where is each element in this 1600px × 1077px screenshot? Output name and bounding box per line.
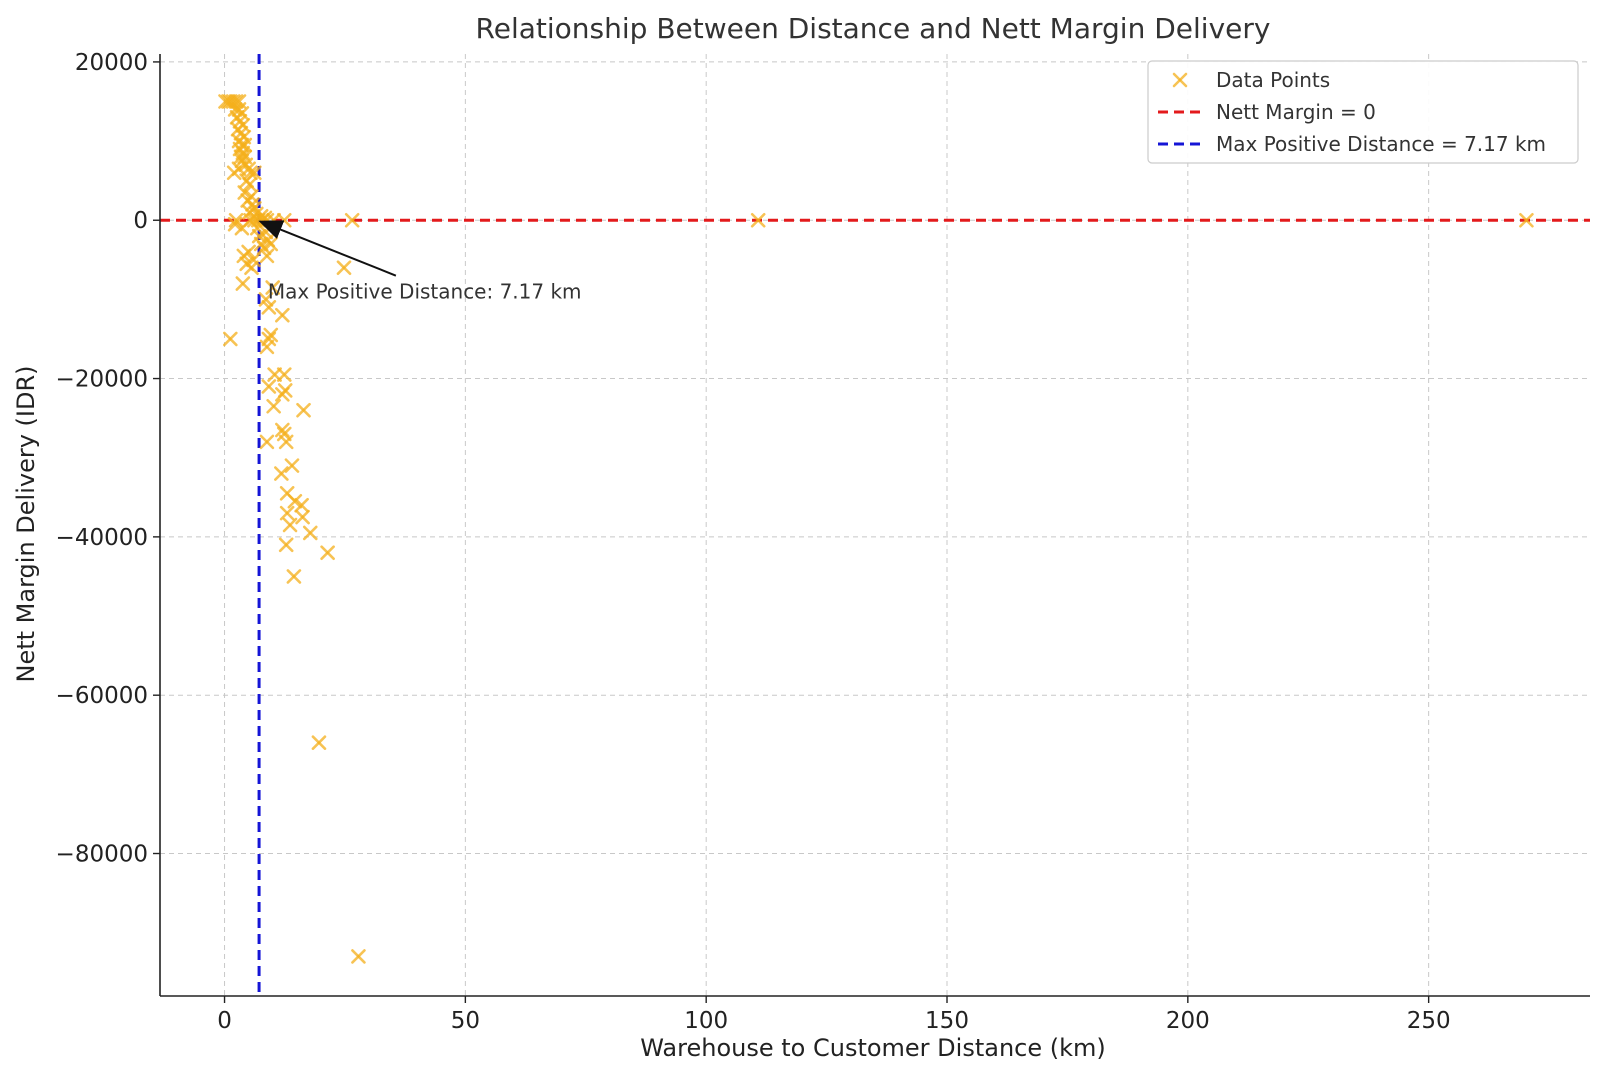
legend-box [1147,60,1579,164]
data-point-95 [302,525,318,541]
grid-lines [160,54,1590,996]
data-point-49 [750,212,766,228]
y-axis-label: Nett Margin Delivery (IDR) [12,366,40,683]
data-point-69 [258,292,274,307]
y-tick-label-0: 20000 [75,50,148,76]
x-tick-label-0: 0 [217,1008,232,1034]
data-point-93 [295,509,310,525]
data-point-34 [245,197,260,212]
data-point-82 [296,402,311,418]
reference-lines [160,54,1590,996]
data-point-91 [294,497,309,513]
y-tick-label-2: −20000 [56,367,148,393]
y-tick-label-4: −60000 [56,683,148,709]
data-point-20 [233,149,249,165]
data-point-27 [243,165,258,181]
data-point-61 [241,244,256,260]
data-point-83 [275,422,290,438]
legend-label-nett-margin: Nett Margin = 0 [1216,100,1376,124]
data-points [218,94,1534,964]
data-point-70 [261,300,277,315]
data-point-80 [275,387,290,402]
data-point-90 [287,493,303,509]
data-point-58 [256,240,272,256]
x-tick-label-3: 150 [925,1008,969,1034]
x-tick-label-2: 100 [684,1008,728,1034]
data-point-47 [228,212,244,228]
data-point-6 [227,102,243,117]
data-point-71 [275,307,290,323]
legend-marker-data-points [1172,72,1188,88]
data-point-3 [225,94,241,109]
annotation: Max Positive Distance: 7.17 km [258,220,582,303]
x-tick-label-4: 200 [1166,1008,1210,1034]
legend-label-data-points: Data Points [1216,68,1330,92]
data-point-99 [311,735,327,750]
data-point-31 [237,185,253,200]
annotation-arrow [258,220,397,277]
data-point-81 [266,398,281,414]
data-point-92 [279,505,295,521]
data-point-88 [274,466,289,481]
data-point-65 [244,260,259,276]
data-point-94 [282,517,298,533]
data-point-85 [259,434,275,450]
data-point-75 [259,339,275,355]
x-tick-label-1: 50 [451,1008,480,1034]
data-point-67 [235,276,251,291]
data-point-52 [234,220,250,236]
data-point-50 [1519,212,1534,228]
data-point-86 [278,434,294,450]
chart-title: Relationship Between Distance and Nett M… [476,12,1271,45]
data-point-74 [223,331,238,347]
data-point-100 [351,949,366,964]
data-point-78 [261,379,277,394]
annotation-text: Max Positive Distance: 7.17 km [268,279,582,303]
data-point-96 [278,537,294,553]
y-axis-ticks: 20000 0 −20000 −40000 −60000 −80000 [56,50,160,868]
data-point-30 [242,177,257,192]
data-point-59 [263,236,279,252]
data-point-73 [261,331,277,347]
y-tick-label-3: −40000 [56,525,148,551]
axes-spines [159,54,1590,997]
data-point-98 [286,569,302,584]
data-point-51 [227,216,243,232]
x-axis-label: Warehouse to Customer Distance (km) [640,1034,1106,1062]
data-point-77 [276,367,292,382]
legend: Data Points Nett Margin = 0 Max Positive… [1147,60,1579,164]
data-point-84 [276,426,292,442]
data-point-66 [336,260,352,276]
y-tick-label-5: −80000 [56,842,148,868]
data-point-63 [259,248,275,264]
y-tick-label-1: 0 [133,208,148,234]
legend-label-max-distance: Max Positive Distance = 7.17 km [1216,132,1546,156]
x-axis-ticks: 0 50 100 150 200 250 [217,996,1451,1034]
data-point-48 [344,212,360,228]
data-point-62 [246,252,261,268]
data-point-72 [263,327,279,343]
data-point-87 [284,458,300,473]
x-tick-label-5: 250 [1407,1008,1451,1034]
data-point-97 [320,545,335,561]
data-point-68 [265,280,281,295]
